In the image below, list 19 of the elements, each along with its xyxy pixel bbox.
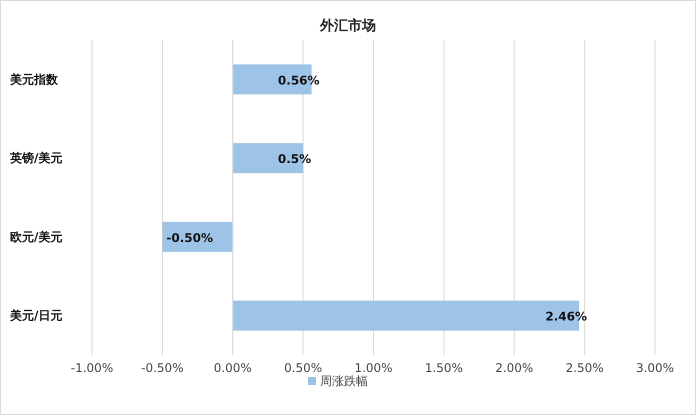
chart-title: 外汇市场 [319, 17, 376, 34]
x-tick-label: 2.00% [495, 361, 534, 375]
data-label: 0.5% [278, 152, 312, 166]
x-tick-label: 2.50% [566, 361, 604, 375]
x-tick-label: 0.50% [284, 361, 322, 375]
data-label: -0.50% [166, 230, 213, 245]
y-tick-label: 美元/日元 [9, 308, 62, 323]
data-label: 0.56% [278, 73, 320, 88]
x-tick-label: 1.00% [354, 361, 393, 375]
x-tick-label: 1.50% [424, 361, 463, 375]
y-tick-label: 欧元/美元 [10, 230, 62, 244]
x-tick-label: 0.00% [214, 361, 252, 375]
x-tick-label: -0.50% [141, 361, 184, 375]
data-label: 2.46% [545, 310, 587, 324]
y-tick-label: 英镑/美元 [9, 151, 62, 166]
y-tick-label: 美元指数 [9, 72, 59, 86]
x-tick-label: 3.00% [636, 361, 674, 375]
legend-label: 周涨跌幅 [320, 374, 368, 388]
x-tick-label: -1.00% [70, 361, 114, 375]
